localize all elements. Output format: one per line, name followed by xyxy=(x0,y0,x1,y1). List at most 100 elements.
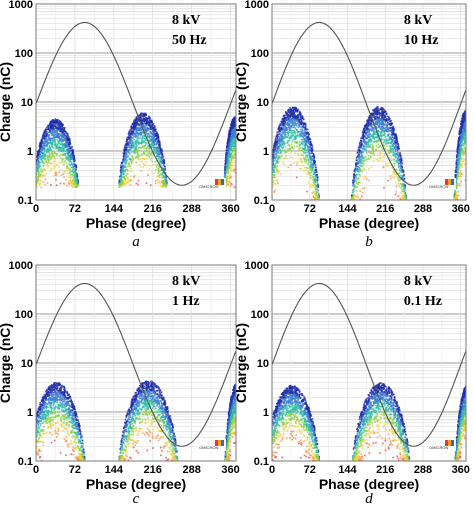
pd-point xyxy=(126,154,129,157)
pd-point xyxy=(34,173,36,175)
pd-point xyxy=(244,181,246,183)
pd-point xyxy=(243,183,245,185)
pd-point xyxy=(238,156,240,158)
pd-point xyxy=(34,165,36,167)
pd-point xyxy=(150,152,152,155)
pd-point xyxy=(243,170,245,172)
pd-point xyxy=(142,162,145,165)
pd-point xyxy=(37,170,40,173)
pd-point xyxy=(151,135,154,138)
pd-point xyxy=(290,114,293,117)
pd-point xyxy=(133,151,135,153)
pd-point xyxy=(234,128,236,130)
pd-point xyxy=(140,142,143,144)
pd-point xyxy=(124,179,127,181)
pd-point xyxy=(69,141,71,144)
pd-point xyxy=(313,196,315,199)
pd-point xyxy=(277,128,280,131)
pd-point xyxy=(71,155,74,158)
pd-point xyxy=(244,184,246,186)
pd-point xyxy=(289,109,292,112)
pd-point xyxy=(229,130,231,132)
pd-point xyxy=(33,175,35,177)
pd-point xyxy=(33,175,35,177)
pd-point xyxy=(60,154,62,156)
pd-point xyxy=(45,145,48,147)
pd-point xyxy=(121,180,123,182)
pd-point xyxy=(121,173,123,175)
pd-point xyxy=(136,135,139,137)
pd-point xyxy=(308,165,311,168)
pd-point xyxy=(130,144,133,147)
pd-point xyxy=(300,141,303,144)
pd-point xyxy=(52,155,54,157)
pd-point xyxy=(126,173,129,175)
pd-point xyxy=(232,123,234,125)
pd-point xyxy=(146,146,149,149)
pd-point xyxy=(243,162,245,164)
pd-point xyxy=(39,156,41,158)
pd-point xyxy=(146,118,148,120)
pd-point xyxy=(225,168,228,170)
pd-point xyxy=(67,176,69,179)
pd-point xyxy=(242,161,244,163)
pd-point xyxy=(273,173,276,176)
pd-point xyxy=(53,127,55,130)
pd-point xyxy=(227,161,230,164)
pd-point xyxy=(147,144,149,147)
pd-point xyxy=(129,142,132,145)
pd-point xyxy=(136,151,139,153)
pd-point xyxy=(303,152,305,154)
pd-point xyxy=(312,182,315,184)
pd-point xyxy=(32,181,34,183)
pd-point xyxy=(154,128,157,130)
pd-point xyxy=(39,153,41,155)
pd-point xyxy=(55,147,58,149)
pd-point xyxy=(68,183,71,186)
pd-point xyxy=(145,119,148,122)
pd-point xyxy=(155,168,157,171)
pd-point xyxy=(46,138,48,140)
pd-point xyxy=(245,183,247,185)
pd-point xyxy=(67,159,70,162)
pd-point xyxy=(32,182,34,184)
pd-point xyxy=(164,168,167,171)
pd-point xyxy=(73,163,75,166)
pd-point xyxy=(147,153,150,155)
pd-point xyxy=(243,165,245,167)
pd-point xyxy=(276,158,279,161)
pd-point xyxy=(225,181,227,183)
pd-point xyxy=(143,153,145,155)
pd-point xyxy=(123,161,125,163)
pd-point xyxy=(53,156,56,159)
pd-point xyxy=(40,174,42,176)
pd-point xyxy=(46,155,49,157)
pd-point xyxy=(32,182,34,184)
pd-point xyxy=(64,133,66,135)
pd-point xyxy=(162,168,165,171)
pd-point xyxy=(230,155,232,158)
pd-point xyxy=(269,173,271,175)
pd-point xyxy=(58,150,61,153)
pd-point xyxy=(43,159,46,161)
pd-point xyxy=(67,181,70,184)
pd-point xyxy=(144,118,147,120)
pd-point xyxy=(154,133,156,135)
pd-point xyxy=(243,172,245,174)
pd-point xyxy=(236,171,238,173)
pd-point xyxy=(62,139,64,141)
pd-point xyxy=(32,182,34,184)
pd-point xyxy=(66,157,69,159)
pd-point xyxy=(56,133,58,136)
pd-point xyxy=(241,146,243,148)
pd-point xyxy=(145,149,148,152)
pd-point xyxy=(233,164,236,167)
pd-point xyxy=(33,173,35,175)
pd-point xyxy=(63,183,66,185)
pd-point xyxy=(67,141,69,144)
pd-point xyxy=(154,126,156,129)
pd-point xyxy=(67,151,70,153)
pd-point xyxy=(229,153,232,155)
pd-point xyxy=(242,160,244,162)
